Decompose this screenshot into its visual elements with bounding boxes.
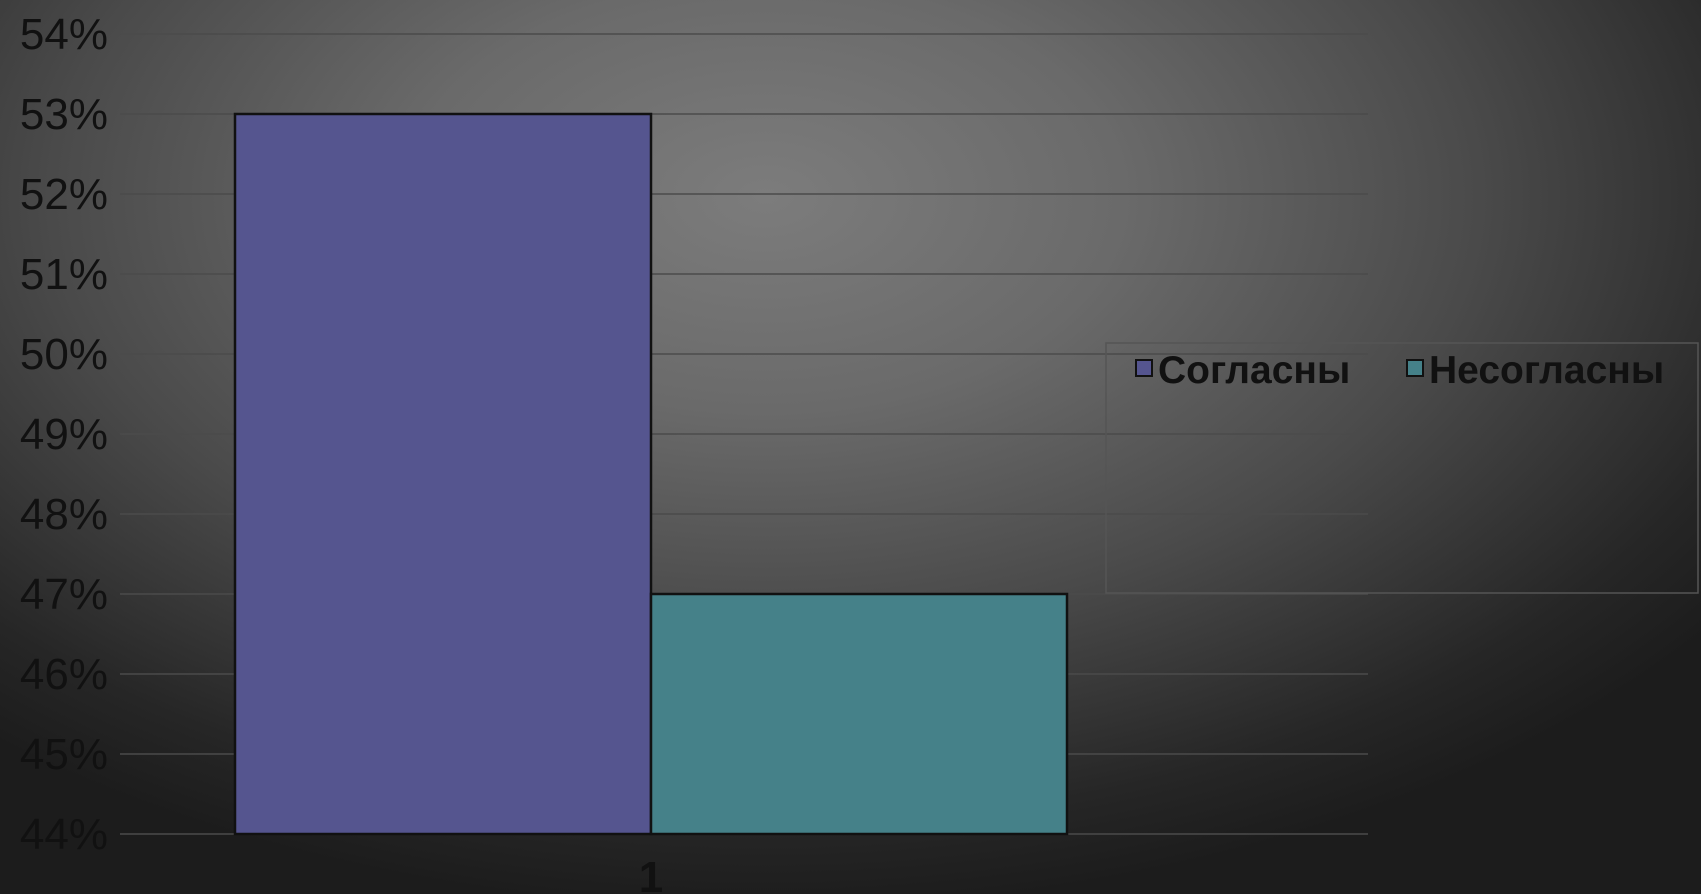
y-tick-label: 48% <box>20 490 108 539</box>
legend-box <box>1105 342 1699 594</box>
y-tick-label: 44% <box>20 810 108 859</box>
legend: Согласны Несогласны <box>1105 342 1699 594</box>
y-tick-label: 49% <box>20 410 108 459</box>
bar-disagree <box>649 592 1069 836</box>
y-tick-label: 51% <box>20 250 108 299</box>
legend-label: Несогласны <box>1429 349 1664 392</box>
y-tick-label: 50% <box>20 330 108 379</box>
legend-swatch <box>1135 359 1153 377</box>
y-tick-label: 45% <box>20 730 108 779</box>
y-tick-label: 53% <box>20 90 108 139</box>
x-axis-ticks: 1 <box>639 853 663 894</box>
legend-label: Согласны <box>1158 349 1350 392</box>
y-tick-label: 46% <box>20 650 108 699</box>
legend-swatch <box>1406 359 1424 377</box>
bar-agree <box>233 112 653 836</box>
y-axis-ticks: 44% 45% 46% 47% 48% 49% 50% 51% 52% 53% 54% <box>20 10 108 859</box>
bars <box>233 112 1069 836</box>
y-tick-label: 54% <box>20 10 108 59</box>
y-tick-label: 52% <box>20 170 108 219</box>
x-tick-label: 1 <box>639 853 663 894</box>
y-tick-label: 47% <box>20 570 108 619</box>
